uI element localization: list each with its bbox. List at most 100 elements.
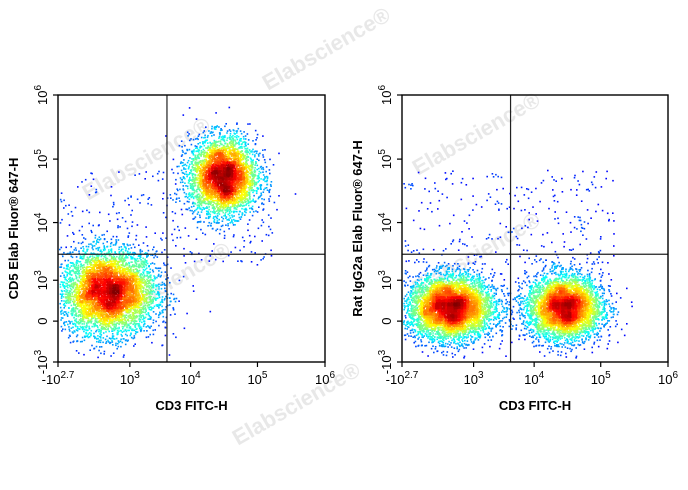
event-dot <box>191 209 193 212</box>
event-dot <box>243 156 245 159</box>
event-dot <box>118 322 120 325</box>
event-dot <box>221 150 223 152</box>
event-dot <box>243 197 246 199</box>
event-dot <box>88 315 91 317</box>
event-dot <box>128 262 131 265</box>
event-dot <box>182 151 184 153</box>
event-dot <box>132 314 135 317</box>
event-dot <box>181 171 184 174</box>
event-dot <box>260 192 262 195</box>
event-dot <box>251 179 253 182</box>
event-dot <box>85 259 87 262</box>
event-dot <box>198 252 200 255</box>
event-dot <box>256 137 258 139</box>
event-dot <box>202 151 204 153</box>
event-dot <box>260 259 262 261</box>
event-dot <box>180 155 183 157</box>
event-dot <box>255 192 258 195</box>
event-dot <box>234 210 236 213</box>
event-dot <box>95 321 98 323</box>
event-dot <box>140 287 142 289</box>
event-dot <box>145 285 148 288</box>
event-dot <box>253 174 256 177</box>
event-dot <box>155 320 157 323</box>
event-dot <box>110 319 112 322</box>
event-dot <box>69 261 72 264</box>
event-dot <box>195 195 197 197</box>
event-dot <box>237 135 240 138</box>
event-dot <box>90 259 93 261</box>
event-dot <box>269 188 271 191</box>
event-dot <box>67 284 69 286</box>
event-dot <box>59 222 62 224</box>
event-dot <box>77 315 80 318</box>
event-dot <box>235 208 237 210</box>
event-dot <box>234 204 236 207</box>
event-dot <box>60 281 63 283</box>
event-dot <box>184 182 186 184</box>
event-dot <box>164 326 167 329</box>
event-dot <box>181 165 184 167</box>
event-dot <box>74 323 77 326</box>
event-dot <box>115 342 117 345</box>
event-dot <box>207 193 210 195</box>
event-dot <box>65 291 67 293</box>
event-dot <box>143 269 146 272</box>
event-dot <box>235 142 237 144</box>
event-dot <box>156 276 158 279</box>
event-dot <box>103 249 105 252</box>
event-dot <box>197 221 199 223</box>
event-dot <box>124 257 126 259</box>
event-dot <box>218 218 220 221</box>
event-dot <box>236 210 238 213</box>
event-dot <box>200 200 202 202</box>
event-dot <box>86 315 89 318</box>
event-dot <box>114 263 116 266</box>
event-dot <box>235 201 238 203</box>
event-dot <box>205 156 208 158</box>
event-dot <box>202 153 204 156</box>
event-dot <box>131 307 134 310</box>
event-dot <box>69 293 71 296</box>
event-dot <box>151 262 154 264</box>
event-dot <box>135 322 137 325</box>
event-dot <box>243 131 245 133</box>
event-dot <box>82 246 84 248</box>
event-dot <box>154 254 157 257</box>
event-dot <box>270 255 273 257</box>
event-dot <box>245 185 247 187</box>
event-dot <box>140 278 143 281</box>
event-dot <box>60 192 63 194</box>
event-dot <box>135 265 138 268</box>
event-dot <box>108 263 110 266</box>
event-dot <box>119 329 122 332</box>
event-dot <box>196 163 198 166</box>
event-dot <box>191 173 194 176</box>
event-dot <box>186 131 189 134</box>
event-dot <box>63 290 66 292</box>
event-dot <box>69 272 71 274</box>
event-dot <box>156 291 159 294</box>
event-dot <box>80 275 83 277</box>
event-dot <box>240 154 243 156</box>
event-dot <box>126 266 128 269</box>
event-dot <box>79 275 81 277</box>
event-dot <box>80 242 83 245</box>
event-dot <box>206 136 209 139</box>
event-dot <box>184 144 186 147</box>
event-dot <box>93 335 95 337</box>
event-dot <box>208 197 211 200</box>
event-dot <box>110 264 112 266</box>
event-dot <box>194 203 196 205</box>
event-dot <box>163 299 166 301</box>
event-dot <box>272 164 275 166</box>
event-dot <box>206 199 209 201</box>
event-dot <box>184 163 186 166</box>
event-dot <box>208 149 211 151</box>
event-dot <box>189 157 191 159</box>
event-dot <box>184 196 187 198</box>
event-dot <box>91 270 94 272</box>
event-dot <box>98 239 101 241</box>
event-dot <box>73 291 76 293</box>
event-dot <box>115 337 118 340</box>
